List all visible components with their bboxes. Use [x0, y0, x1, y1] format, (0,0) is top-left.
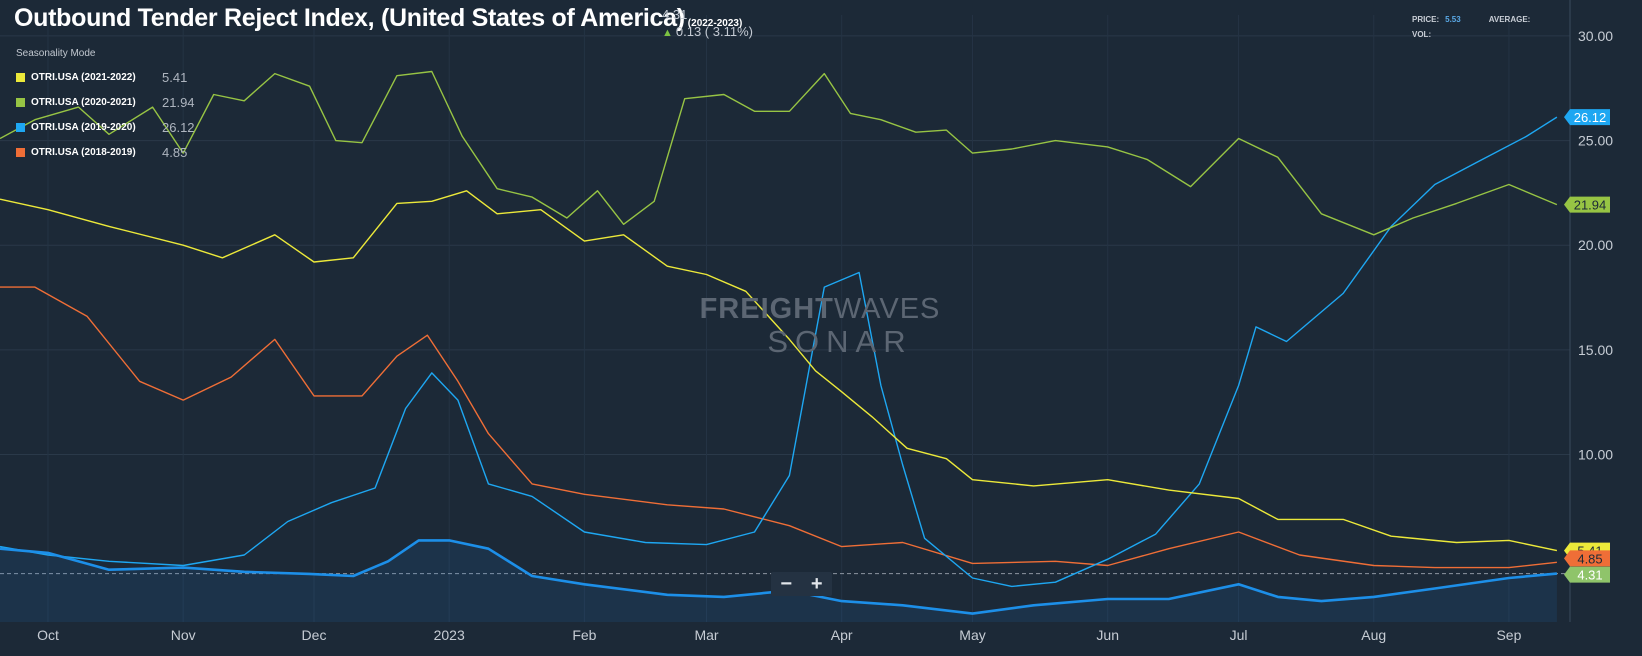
- legend-item[interactable]: OTRI.USA (2019-2020) 26.12: [16, 115, 195, 140]
- stats-block: PRICE: 5.53 AVERAGE: VOL:: [1412, 12, 1530, 42]
- watermark-product: SONAR: [767, 324, 913, 359]
- x-tick-label: May: [959, 627, 985, 643]
- legend-item[interactable]: OTRI.USA (2018-2019) 4.85: [16, 140, 195, 165]
- vol-label: VOL:: [1412, 30, 1432, 39]
- series-line: [0, 116, 1558, 588]
- last-value: 4.31: [662, 7, 688, 22]
- end-tag-value: 4.85: [1577, 551, 1602, 566]
- legend-swatch: [16, 148, 25, 157]
- end-tag-value: 4.31: [1577, 568, 1602, 583]
- legend-series-value: 26.12: [162, 120, 195, 135]
- up-arrow-icon: ▲: [662, 27, 673, 39]
- y-tick-label: 15.00: [1578, 342, 1613, 358]
- series-lines: [0, 70, 1558, 622]
- watermark-brand-light: WAVES: [833, 293, 941, 325]
- zoom-out-button[interactable]: −: [780, 573, 793, 595]
- legend-item[interactable]: OTRI.USA (2020-2021) 21.94: [16, 90, 195, 115]
- legend: Seasonality Mode OTRI.USA (2021-2022) 5.…: [16, 48, 195, 165]
- legend-swatch: [16, 98, 25, 107]
- legend-series-name: OTRI.USA (2018-2019): [31, 147, 136, 158]
- x-axis: Oct Nov Dec 2023 Feb Mar Apr May Jun Jul Aug Sep: [37, 627, 1522, 643]
- watermark-brand-bold: FREIGHT: [699, 293, 834, 325]
- x-tick-label: Jun: [1096, 627, 1119, 643]
- end-tag-value: 21.94: [1574, 198, 1607, 213]
- y-tick-label: 10.00: [1578, 447, 1613, 463]
- end-tag-bg: [1564, 566, 1610, 583]
- x-tick-label: Jul: [1230, 627, 1248, 643]
- legend-swatch: [16, 73, 25, 82]
- change-value: 0.13 ( 3.11%): [675, 24, 753, 39]
- average-label: AVERAGE:: [1488, 15, 1531, 24]
- chart-title: Outbound Tender Reject Index, (United St…: [14, 4, 685, 32]
- x-tick-label: Feb: [572, 627, 596, 643]
- end-tag-value: 26.12: [1574, 110, 1607, 125]
- chart-range: (2022-2023): [687, 18, 743, 29]
- legend-swatch: [16, 123, 25, 132]
- x-tick-label: Apr: [831, 627, 853, 643]
- legend-series-name: OTRI.USA (2019-2020): [31, 122, 136, 133]
- change-row: ▲ 0.13 ( 3.11%): [662, 23, 753, 42]
- legend-series-value: 21.94: [162, 95, 195, 110]
- series-line: [0, 539, 1558, 615]
- series-line: [0, 190, 1558, 552]
- x-tick-label: Nov: [171, 627, 196, 643]
- x-tick-label: Aug: [1361, 627, 1386, 643]
- y-axis: 10.00 15.00 20.00 25.00 30.00: [1578, 28, 1613, 463]
- end-tag-bg: [1564, 196, 1610, 213]
- price-label: PRICE:: [1412, 15, 1440, 24]
- legend-series-name: OTRI.USA (2020-2021): [31, 97, 136, 108]
- end-tag-bg: [1564, 550, 1610, 567]
- price-row: PRICE: 5.53 AVERAGE:: [1412, 12, 1530, 27]
- legend-item[interactable]: OTRI.USA (2021-2022) 5.41: [16, 65, 195, 90]
- price-value: 5.53: [1445, 15, 1461, 24]
- x-tick-label: Oct: [37, 627, 59, 643]
- y-tick-label: 20.00: [1578, 237, 1613, 253]
- x-tick-label: Dec: [302, 627, 327, 643]
- zoom-controls: − +: [771, 572, 832, 596]
- y-tick-label: 25.00: [1578, 133, 1613, 149]
- x-tick-label: Sep: [1496, 627, 1521, 643]
- x-tick-label: Mar: [694, 627, 718, 643]
- end-tag-bg: [1564, 109, 1610, 126]
- y-tick-label: 30.00: [1578, 28, 1613, 44]
- series-line: [0, 70, 1558, 236]
- legend-series-value: 4.85: [162, 145, 188, 160]
- chart-header: Outbound Tender Reject Index, (United St…: [14, 4, 742, 33]
- legend-series-value: 5.41: [162, 70, 188, 85]
- quote-block: 4.31 ▲ 0.13 ( 3.11%): [662, 6, 753, 42]
- zoom-in-button[interactable]: +: [810, 573, 823, 595]
- legend-series-name: OTRI.USA (2021-2022): [31, 72, 136, 83]
- x-tick-label: 2023: [434, 627, 465, 643]
- watermark: FREIGHTWAVES SONAR: [640, 293, 1000, 359]
- legend-mode-label: Seasonality Mode: [16, 48, 96, 59]
- series-line: [0, 286, 1557, 569]
